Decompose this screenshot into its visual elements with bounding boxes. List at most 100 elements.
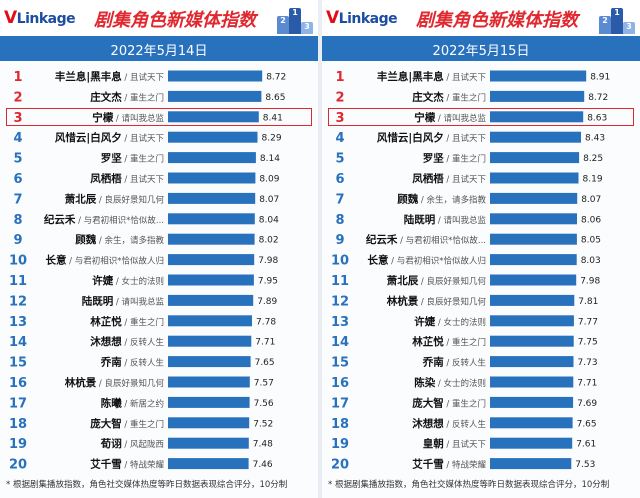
character-name: 林杭景 [387,294,419,307]
ranking-row: 14 沐想想 / 反转人生 7.71 [9,335,275,350]
character-name: 陈染 [414,376,435,389]
rank-number: 16 [9,376,27,391]
character-name: 乔南 [422,356,444,369]
footnote: * 根据剧集播放指数，角色社交媒体热度等昨日数据表现综合评分，10分制 [328,480,610,490]
drama-name: / 反转人生 [122,358,165,369]
bar [490,152,580,164]
character-name: 林杭景 [65,376,97,389]
row-label: 皇朝 / 且试天下 [423,437,487,450]
drama-name: / 与君初相识*恰似故... [75,215,164,226]
rank-number: 5 [335,152,344,167]
character-name: 风惜云|白风夕 [377,131,444,144]
rank-number: 3 [13,111,22,126]
bar [490,458,572,470]
ranking-row: 20 艾千雪 / 特战荣耀 7.46 [9,458,273,472]
data-label: 8.04 [259,215,279,225]
character-name: 萧北辰 [65,192,97,205]
vlinkage-logo: VLinkage [4,8,76,28]
ranking-row: 11 萧北辰 / 良辰好景知几何 7.98 [331,274,601,289]
vlinkage-logo: VLinkage [326,8,398,28]
rank-number: 6 [335,172,344,187]
character-name: 纪云禾 [366,233,398,246]
drama-name: / 与君初相识*恰似故人归 [66,256,164,267]
bar [490,172,579,184]
character-name: 长意 [367,254,388,267]
rank-number: 18 [331,417,349,432]
row-label: 林芷悦 / 重生之门 [90,315,164,328]
bar [490,376,574,388]
data-label: 8.03 [581,256,601,266]
ranking-row: 15 乔南 / 反转人生 7.65 [9,356,275,371]
ranking-row: 1 丰兰息|黑丰息 / 且试天下 8.91 [335,70,610,85]
ranking-row: 3 宁檬 / 请叫我总监 8.41 [13,111,282,126]
ranking-row: 3 宁檬 / 请叫我总监 8.63 [335,111,607,126]
character-name: 许婕 [92,274,113,287]
row-label: 庄文杰 / 重生之门 [90,90,164,103]
bar [490,274,577,286]
row-label: 长意 / 与君初相识*恰似故人归 [367,254,486,267]
character-name: 庄文杰 [90,90,122,103]
bar [168,417,250,429]
rank-number: 16 [331,376,349,391]
ranking-row: 18 沐想想 / 反转人生 7.65 [331,417,597,432]
ranking-panel-right: VLinkage 剧集角色新媒体指数 2 1 3 2022年5月15日 1 丰兰息… [322,0,640,498]
bar [490,70,587,82]
bar [168,356,251,368]
character-name: 皇朝 [423,437,444,450]
rank-number: 17 [331,396,349,411]
drama-name: / 重生之门 [444,92,486,103]
rank-number: 4 [13,131,22,146]
ranking-row: 9 顾魏 / 余生，请多指教 8.02 [13,233,278,248]
row-label: 纪云禾 / 与君初相识*恰似故... [366,233,486,246]
date-band: 2022年5月14日 [0,36,318,61]
data-label: 7.73 [578,358,598,368]
row-label: 许婕 / 女士的法则 [414,315,486,328]
character-name: 纪云禾 [44,213,76,226]
bar [168,192,256,204]
row-label: 乔南 / 反转人生 [100,356,165,369]
character-name: 荀诩 [100,437,122,450]
character-name: 林芷悦 [90,315,122,328]
data-label: 8.43 [585,134,605,144]
drama-name: / 且试天下 [444,72,487,83]
character-name: 林芷悦 [412,335,444,348]
row-label: 林杭景 / 良辰好景知几何 [387,294,487,307]
rank-number: 11 [9,274,27,289]
bar [490,417,573,429]
drama-name: / 反转人生 [444,358,487,369]
data-label: 8.29 [262,134,282,144]
drama-name: / 良辰好景知几何 [96,378,164,389]
bar [490,356,574,368]
data-label: 8.02 [259,236,279,246]
bar [168,437,249,449]
row-label: 宁檬 / 请叫我总监 [414,111,486,124]
row-label: 艾千雪 / 特战荣耀 [412,458,486,471]
ranking-row: 12 陆既明 / 请叫我总监 7.89 [9,294,278,309]
row-label: 林杭景 / 良辰好景知几何 [65,376,165,389]
row-label: 陈曦 / 新居之约 [101,396,164,409]
ranking-row: 15 乔南 / 反转人生 7.73 [331,356,598,371]
row-label: 罗坚 / 重生之门 [423,152,486,165]
rank-number: 13 [9,315,27,330]
rank-number: 12 [9,294,27,309]
chart-date: 2022年5月14日 [110,44,208,59]
ranking-row: 9 纪云禾 / 与君初相识*恰似故... 8.05 [335,233,600,248]
footnote: * 根据剧集播放指数，角色社交媒体热度等昨日数据表现综合评分，10分制 [6,480,288,490]
ranking-row: 2 庄文杰 / 重生之门 8.72 [335,90,608,105]
drama-name: / 且试天下 [122,174,165,185]
data-label: 7.65 [255,358,275,368]
rank-number: 11 [331,274,349,289]
row-label: 凤栖梧 / 且试天下 [90,172,164,185]
rank-number: 12 [331,294,349,309]
row-label: 长意 / 与君初相识*恰似故人归 [45,254,164,267]
row-label: 宁檬 / 请叫我总监 [92,111,164,124]
rank-number: 10 [331,254,349,269]
rank-number: 2 [335,90,344,105]
ranking-row: 5 罗坚 / 重生之门 8.25 [335,152,603,167]
drama-name: / 风起陇西 [122,439,164,450]
bar [168,376,250,388]
character-name: 丰兰息|黑丰息 [55,70,122,83]
panel-title: 剧集角色新媒体指数 [94,10,256,31]
data-label: 8.06 [581,215,601,225]
drama-name: / 请叫我总监 [435,113,486,124]
